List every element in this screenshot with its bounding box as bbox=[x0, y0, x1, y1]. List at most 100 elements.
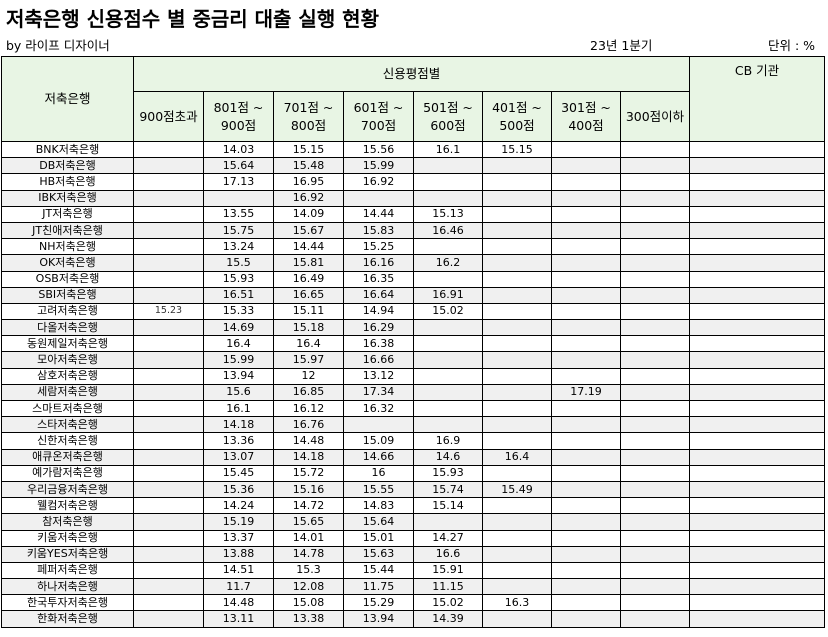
rate-cell bbox=[619, 367, 691, 385]
rate-cell bbox=[551, 561, 621, 580]
cb-cell bbox=[689, 545, 826, 563]
rate-cell: 15.36 bbox=[203, 480, 274, 499]
rate-cell: 14.94 bbox=[343, 302, 414, 321]
cb-cell bbox=[689, 221, 826, 240]
score-column-label: 800점 bbox=[290, 117, 327, 133]
rate-cell: 16.2 bbox=[413, 254, 483, 272]
rate-cell bbox=[133, 335, 204, 353]
table-row: OK저축은행 15.5 15.81 16.16 16.2 bbox=[1, 254, 826, 272]
rate-cell: 16.51 bbox=[203, 286, 274, 304]
rate-cell bbox=[343, 416, 414, 434]
score-column-label: 501점 ~ bbox=[423, 99, 473, 115]
rate-cell: 15.93 bbox=[413, 464, 483, 482]
rate-cell bbox=[203, 189, 274, 207]
table-row: DB저축은행 15.64 15.48 15.99 bbox=[1, 157, 826, 175]
rate-cell: 13.88 bbox=[203, 545, 274, 563]
rate-cell bbox=[133, 173, 204, 191]
cb-cell bbox=[689, 302, 826, 321]
rate-cell: 14.44 bbox=[273, 238, 344, 256]
rate-cell: 15.55 bbox=[343, 480, 414, 499]
rate-cell bbox=[619, 432, 691, 450]
rate-cell: 16.66 bbox=[343, 351, 414, 369]
cb-cell bbox=[689, 189, 826, 207]
table-row: 하나저축은행 11.7 12.08 11.75 11.15 bbox=[1, 578, 826, 596]
rate-cell bbox=[133, 594, 204, 612]
rate-cell: 15.14 bbox=[413, 497, 483, 515]
rate-cell bbox=[343, 189, 414, 207]
rate-cell: 15.91 bbox=[413, 561, 483, 580]
bank-name-cell: JT저축은행 bbox=[1, 205, 134, 223]
rate-cell bbox=[551, 513, 621, 531]
bank-name-cell: 다올저축은행 bbox=[1, 319, 134, 337]
rate-cell: 16.12 bbox=[273, 399, 344, 418]
rate-cell: 15.99 bbox=[343, 157, 414, 175]
rate-cell: 15.16 bbox=[273, 480, 344, 499]
rate-cell bbox=[551, 254, 621, 272]
rate-cell bbox=[551, 173, 621, 191]
rate-cell bbox=[551, 286, 621, 304]
bank-name-cell: SBI저축은행 bbox=[1, 286, 134, 304]
rate-cell bbox=[619, 189, 691, 207]
rate-cell bbox=[482, 302, 552, 321]
rate-cell: 13.37 bbox=[203, 529, 274, 547]
bank-name-cell: 스마트저축은행 bbox=[1, 399, 134, 418]
table-row: SBI저축은행 16.51 16.65 16.64 16.91 bbox=[1, 286, 826, 304]
rate-cell bbox=[551, 448, 621, 466]
rate-cell bbox=[619, 513, 691, 531]
bank-column-header: 저축은행 bbox=[1, 56, 134, 142]
cb-cell bbox=[689, 432, 826, 450]
rate-cell bbox=[551, 351, 621, 369]
rate-cell bbox=[551, 319, 621, 337]
rate-cell: 14.24 bbox=[203, 497, 274, 515]
rate-cell bbox=[133, 545, 204, 563]
rate-cell: 15.02 bbox=[413, 302, 483, 321]
bank-name-cell: 스타저축은행 bbox=[1, 416, 134, 434]
rate-table: 저축은행 신용평점별 CB 기관 900점초과 801점 ~ 900점 701점 ~ 8… bbox=[1, 56, 826, 628]
rate-cell: 17.34 bbox=[343, 383, 414, 402]
rate-cell bbox=[133, 140, 204, 159]
rate-cell bbox=[482, 529, 552, 547]
bank-name-cell: OK저축은행 bbox=[1, 254, 134, 272]
cb-cell bbox=[689, 497, 826, 515]
rate-cell bbox=[551, 464, 621, 482]
rate-cell: 15.72 bbox=[273, 464, 344, 482]
rate-cell: 13.12 bbox=[343, 367, 414, 385]
rate-cell bbox=[133, 432, 204, 450]
table-row: 예가람저축은행 15.45 15.72 16 15.93 bbox=[1, 464, 826, 482]
table-row: 신한저축은행 13.36 14.48 15.09 16.9 bbox=[1, 432, 826, 450]
rate-cell: 13.07 bbox=[203, 448, 274, 466]
rate-cell bbox=[413, 157, 483, 175]
rate-cell: 14.27 bbox=[413, 529, 483, 547]
rate-cell bbox=[482, 399, 552, 418]
rate-cell bbox=[413, 319, 483, 337]
rate-cell: 15.18 bbox=[273, 319, 344, 337]
rate-cell: 16.32 bbox=[343, 399, 414, 418]
rate-cell bbox=[482, 286, 552, 304]
rate-cell bbox=[551, 610, 621, 628]
bank-name-cell: IBK저축은행 bbox=[1, 189, 134, 207]
rate-cell bbox=[619, 448, 691, 466]
rate-cell bbox=[133, 367, 204, 385]
rate-cell: 17.13 bbox=[203, 173, 274, 191]
cb-cell bbox=[689, 594, 826, 612]
cb-cell bbox=[689, 464, 826, 482]
rate-cell: 16.4 bbox=[203, 335, 274, 353]
rate-cell bbox=[619, 351, 691, 369]
rate-cell: 16.85 bbox=[273, 383, 344, 402]
cb-cell bbox=[689, 157, 826, 175]
credit-score-group-header: 신용평점별 bbox=[132, 56, 691, 92]
rate-cell: 14.72 bbox=[273, 497, 344, 515]
rate-cell bbox=[551, 416, 621, 434]
rate-cell bbox=[482, 221, 552, 240]
rate-cell bbox=[551, 205, 621, 223]
rate-cell bbox=[551, 302, 621, 321]
rate-cell: 15.48 bbox=[273, 157, 344, 175]
rate-cell bbox=[133, 610, 204, 628]
bank-name-cell: OSB저축은행 bbox=[1, 270, 134, 288]
cb-cell bbox=[689, 448, 826, 466]
rate-cell bbox=[619, 286, 691, 304]
rate-cell: 15.09 bbox=[343, 432, 414, 450]
table-row: 키움YES저축은행 13.88 14.78 15.63 16.6 bbox=[1, 545, 826, 563]
rate-cell bbox=[133, 238, 204, 256]
rate-cell bbox=[133, 189, 204, 207]
